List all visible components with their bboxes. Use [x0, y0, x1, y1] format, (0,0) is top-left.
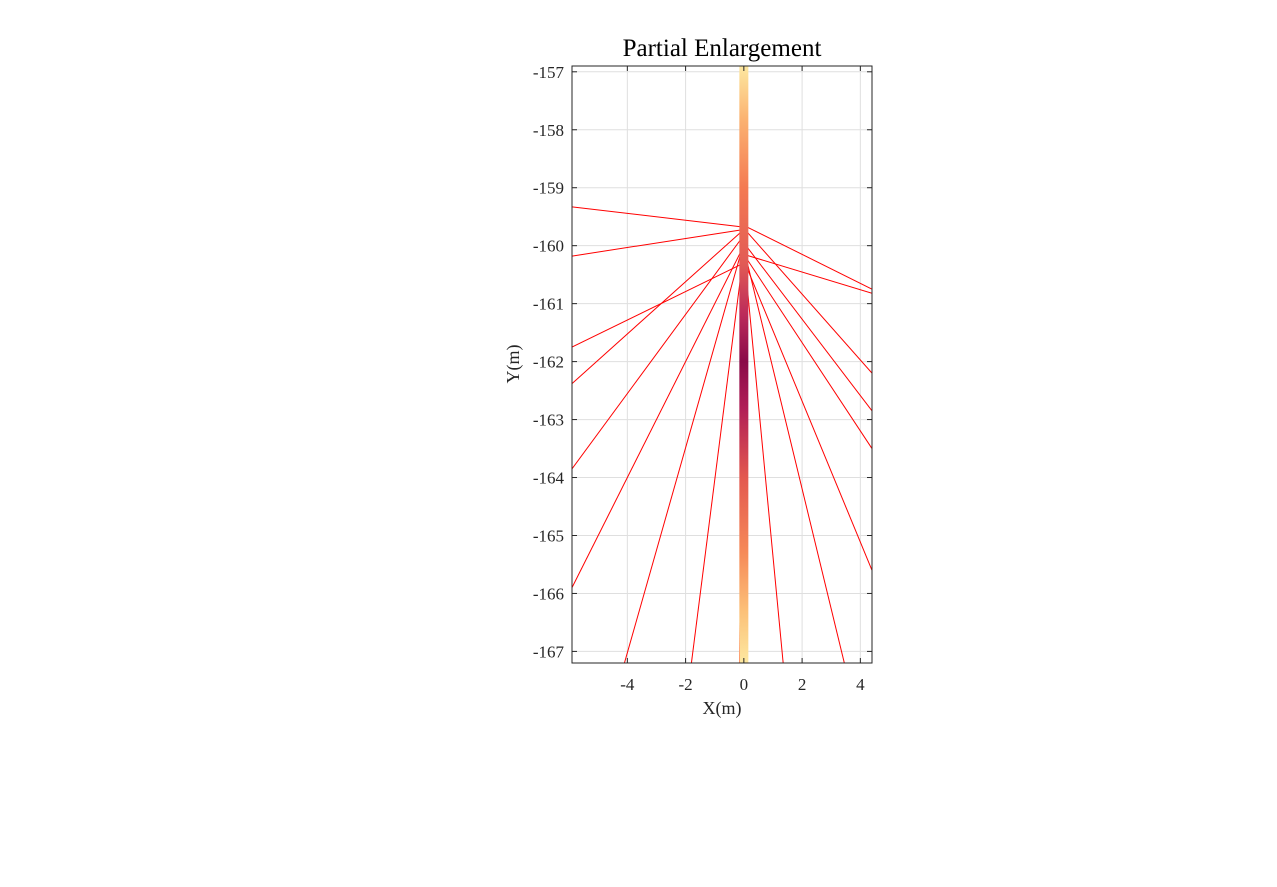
y-tick-label: -159: [533, 179, 564, 198]
ray-line: [743, 224, 872, 290]
ray-line: [743, 254, 872, 449]
y-tick-label: -164: [533, 469, 565, 488]
y-tick-label: -166: [533, 584, 564, 603]
chart-title: Partial Enlargement: [623, 35, 822, 62]
plot-content: [572, 66, 872, 663]
ray-line: [743, 253, 872, 294]
y-tick-label: -158: [533, 121, 564, 140]
x-tick-label: 4: [856, 675, 865, 694]
ray-line: [743, 242, 872, 412]
ray-line: [572, 234, 745, 470]
ray-line: [572, 262, 745, 348]
y-tick-label: -163: [533, 411, 564, 430]
ray-line: [743, 227, 872, 374]
axis-ticks: -4 -2 0 2 4 -157 -158 -159 -160 -161 -162 -163 -164 -…: [533, 63, 872, 694]
ray-line: [690, 251, 745, 663]
ray-line: [743, 251, 784, 663]
y-tick-label: -162: [533, 353, 564, 372]
plot-area: [572, 66, 872, 663]
y-tick-label: -167: [533, 642, 565, 661]
x-tick-label: 2: [798, 675, 807, 694]
ray-lines: [572, 206, 872, 663]
y-tick-label: -165: [533, 526, 564, 545]
y-tick-label: -161: [533, 295, 564, 314]
x-tick-label: -4: [620, 675, 635, 694]
ray-line: [572, 228, 744, 257]
x-tick-label: 0: [740, 675, 749, 694]
ray-line: [572, 206, 744, 228]
ray-line: [623, 242, 745, 663]
axes-box: [571, 65, 873, 664]
ray-line: [743, 259, 872, 571]
x-tick-label: -2: [679, 675, 693, 694]
y-tick-label: -157: [533, 63, 565, 82]
y-axis-label: Y(m): [503, 345, 524, 384]
ray-line: [572, 229, 745, 385]
y-tick-label: -160: [533, 237, 564, 256]
x-axis-label: X(m): [703, 698, 742, 719]
ray-line: [572, 245, 745, 588]
ray-line: [743, 248, 845, 663]
